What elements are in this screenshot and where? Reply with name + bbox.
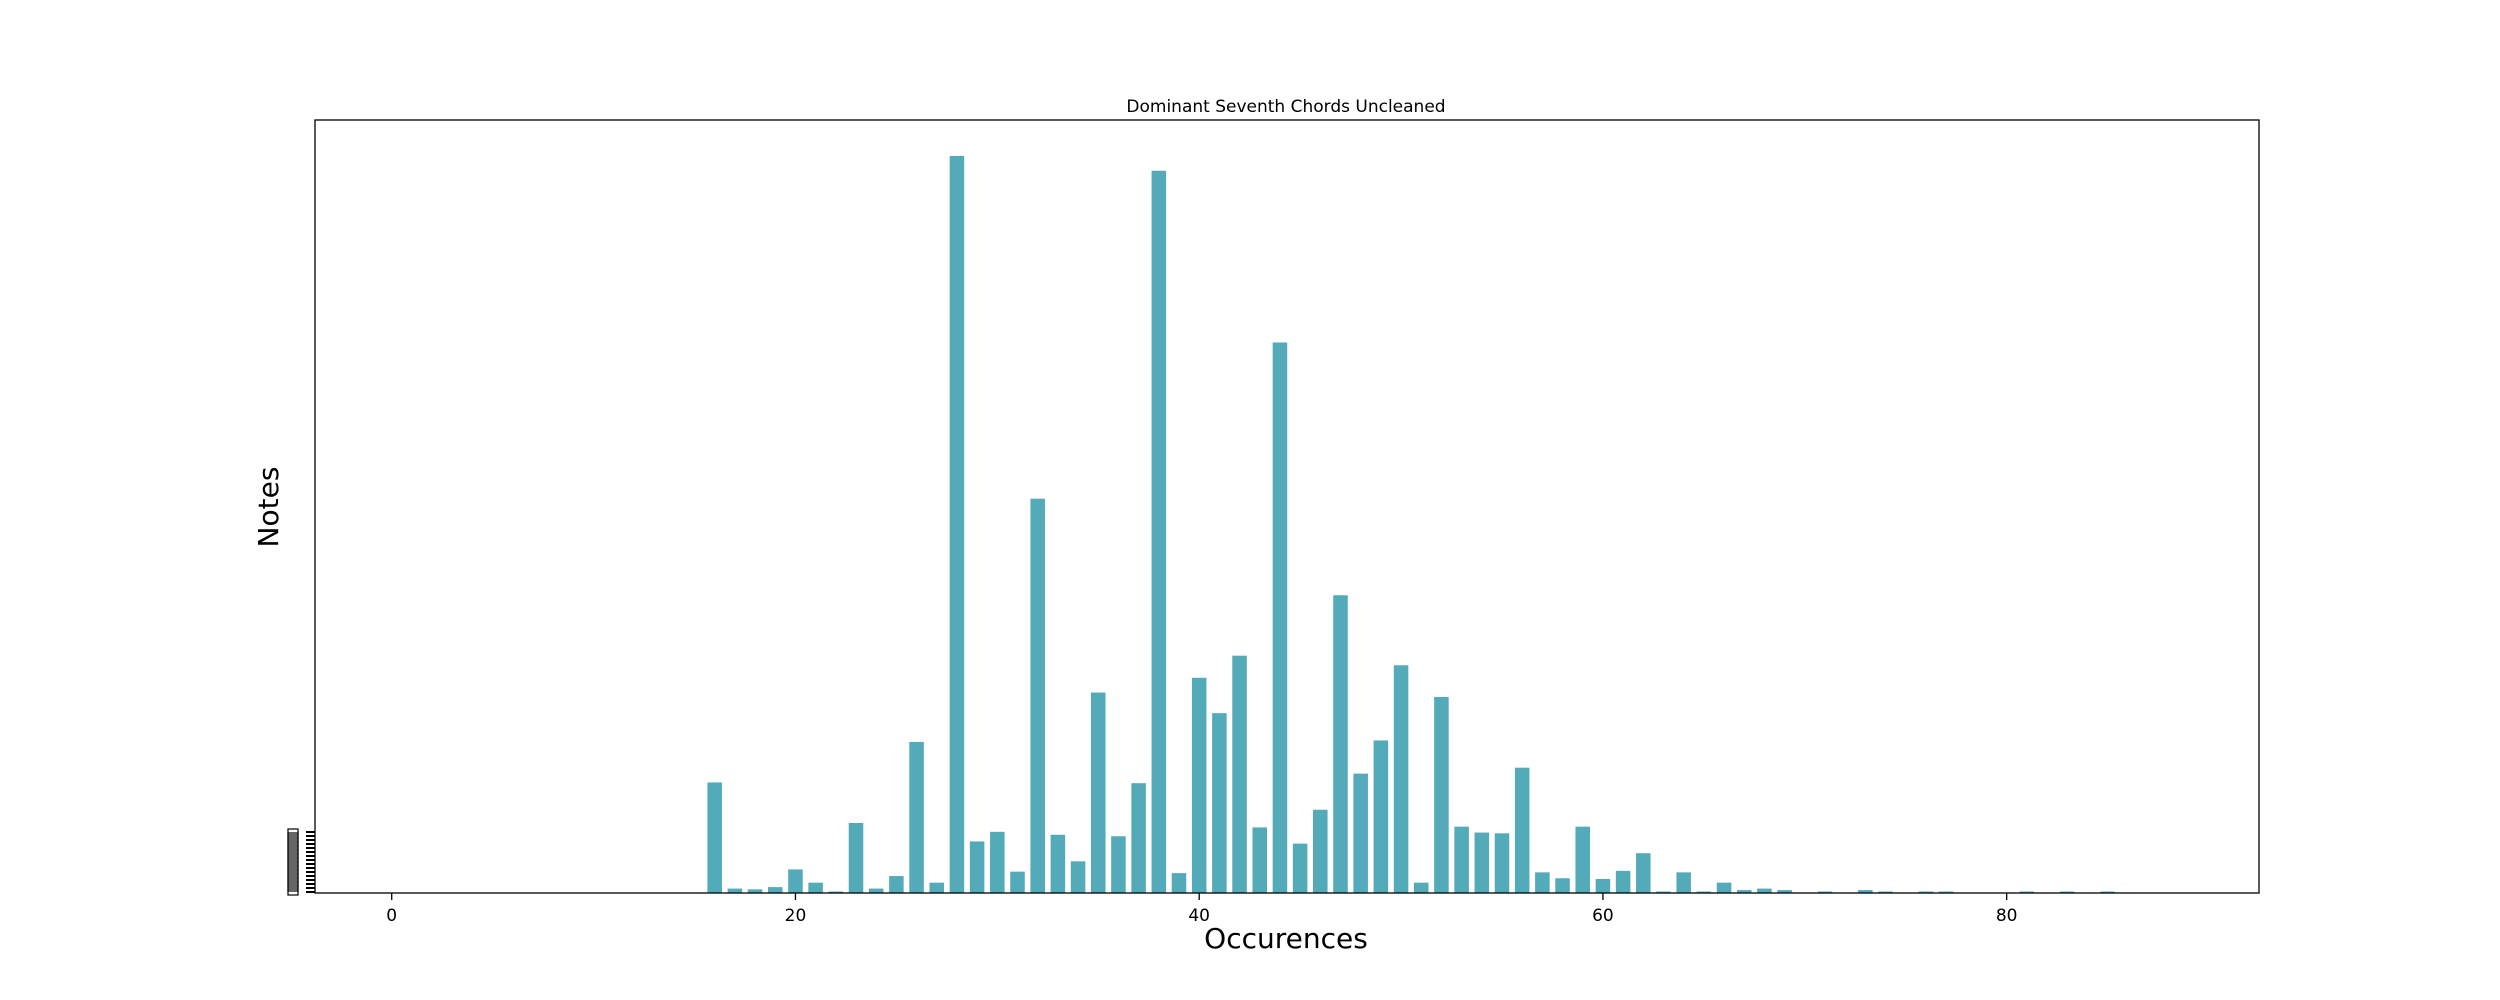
x-tick-label: 40: [1188, 906, 1210, 926]
bar-24: [868, 888, 884, 893]
y-tick-glyph: [287, 828, 299, 836]
x-tick-label: 60: [1592, 906, 1614, 926]
bar-36: [1111, 836, 1126, 893]
bar-53: [1454, 826, 1469, 893]
y-tick-glyph: [287, 848, 299, 856]
bar-85: [2100, 891, 2115, 893]
x-tick-label: 80: [1996, 906, 2018, 926]
bar-42: [1232, 655, 1247, 893]
bar-19: [767, 887, 783, 893]
bar-62: [1636, 853, 1651, 893]
bar-69: [1777, 890, 1792, 893]
bar-38: [1151, 170, 1167, 894]
y-tick-glyph: [287, 852, 299, 860]
x-tick-label: 0: [386, 906, 397, 926]
y-tick-glyph: [287, 868, 299, 876]
bar-64: [1676, 872, 1691, 893]
bar-83: [2059, 891, 2075, 893]
bar-44: [1272, 342, 1288, 894]
bar-26: [909, 741, 924, 893]
bar-25: [889, 876, 904, 893]
y-tick-glyph: [287, 880, 299, 888]
y-tick-glyph: [287, 864, 299, 872]
bar-65: [1696, 891, 1712, 893]
bar-32: [1030, 498, 1045, 893]
bar-59: [1575, 826, 1590, 893]
y-tick-glyph: [287, 872, 299, 880]
y-tick-glyph: [287, 840, 299, 848]
bar-57: [1535, 872, 1550, 893]
x-axis-label: Occurences: [1204, 922, 1368, 955]
plot-frame: [314, 119, 2260, 894]
bar-40: [1191, 677, 1207, 893]
bar-74: [1878, 891, 1893, 893]
bar-71: [1817, 891, 1833, 893]
bar-29: [969, 841, 985, 893]
bar-50: [1393, 665, 1409, 893]
y-axis-label: Notes: [252, 467, 285, 548]
bar-76: [1918, 891, 1934, 893]
y-tick-glyph: [287, 884, 299, 892]
bar-61: [1615, 870, 1631, 893]
y-axis-tick-labels: [287, 828, 315, 896]
bar-49: [1373, 740, 1389, 893]
bar-31: [1010, 871, 1025, 893]
x-tick-label: 20: [785, 906, 807, 926]
bar-55: [1494, 833, 1510, 893]
bar-23: [848, 822, 864, 893]
bar-37: [1131, 783, 1146, 893]
y-tick-glyph: [287, 876, 299, 884]
x-axis-ticks: 0 20 40 60 80: [386, 893, 2017, 926]
bar-41: [1212, 713, 1227, 893]
bar-30: [990, 831, 1005, 893]
bar-56: [1514, 767, 1530, 893]
chart-title: Dominant Seventh Chords Uncleaned: [1126, 97, 1445, 117]
y-tick-glyph: [287, 888, 299, 896]
y-tick-glyph: [287, 860, 299, 868]
bar-73: [1858, 890, 1873, 893]
bar-43: [1252, 827, 1268, 893]
bars-group: [707, 156, 2115, 894]
bar-33: [1050, 834, 1066, 893]
bar-77: [1938, 891, 1954, 893]
bar-20: [788, 869, 803, 893]
bar-28: [949, 156, 965, 893]
bar-35: [1090, 692, 1106, 893]
bar-67: [1736, 890, 1752, 893]
bar-68: [1757, 888, 1772, 893]
bar-21: [808, 882, 823, 893]
bar-48: [1353, 773, 1368, 893]
bar-66: [1716, 882, 1732, 893]
y-tick-glyph: [287, 836, 299, 844]
bar-51: [1413, 882, 1429, 893]
y-tick-glyph: [287, 832, 299, 840]
bar-63: [1656, 891, 1671, 893]
bar-54: [1474, 832, 1490, 893]
bar-17: [727, 888, 743, 893]
y-tick-glyph: [287, 856, 299, 864]
bar-27: [929, 882, 945, 893]
y-tick-glyph: [287, 844, 299, 852]
bar-16: [707, 782, 722, 893]
bar-39: [1171, 873, 1187, 893]
bar-22: [828, 891, 844, 893]
bar-34: [1070, 861, 1086, 893]
bar-58: [1555, 878, 1570, 893]
bar-47: [1333, 595, 1348, 893]
bar-52: [1434, 696, 1449, 893]
bar-18: [747, 889, 763, 893]
bar-81: [2019, 891, 2035, 893]
bar-60: [1595, 879, 1611, 893]
bar-45: [1292, 843, 1308, 893]
bar-46: [1313, 809, 1328, 893]
